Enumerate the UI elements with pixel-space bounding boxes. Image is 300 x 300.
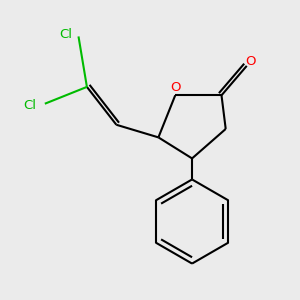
Text: O: O: [170, 81, 181, 94]
Text: Cl: Cl: [59, 28, 72, 41]
Text: Cl: Cl: [24, 99, 37, 112]
Text: O: O: [246, 55, 256, 68]
